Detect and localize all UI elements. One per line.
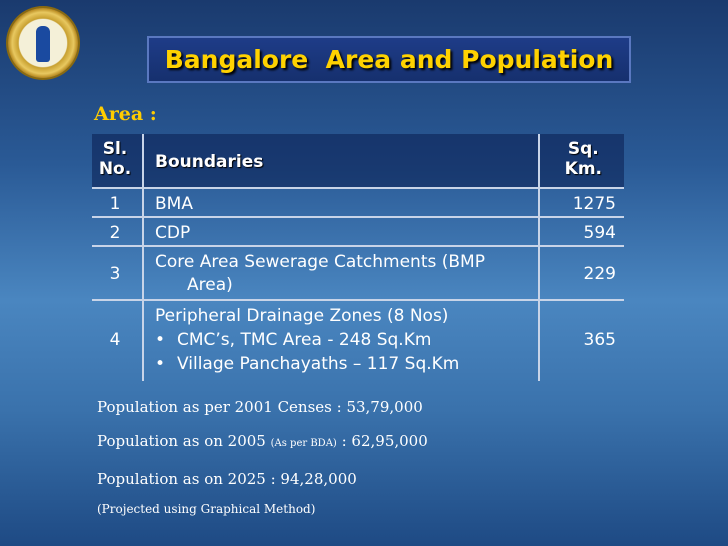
header-sqkm-line2: Km. [564, 159, 602, 179]
row-area: 594 [583, 223, 616, 243]
population-2001: Population as per 2001 Censes : 53,79,00… [97, 398, 423, 416]
column-divider [142, 134, 144, 381]
row-boundary-title: Peripheral Drainage Zones (8 Nos) [155, 306, 449, 326]
column-divider [538, 134, 540, 381]
row-sl: 3 [109, 264, 121, 284]
table-row: 4 Peripheral Drainage Zones (8 Nos) • CM… [92, 301, 624, 381]
table-row: 2 CDP 594 [92, 218, 624, 247]
organization-seal-logo [8, 8, 78, 78]
area-section-label: Area : [94, 103, 157, 125]
projection-note: (Projected using Graphical Method) [97, 502, 316, 516]
header-sl-line1: Sl. [102, 139, 128, 159]
header-sq-km: Sq. Km. [565, 139, 602, 179]
bullet-text: CMC’s, TMC Area - 248 Sq.Km [177, 330, 432, 350]
header-sl-line2: No. [98, 159, 132, 179]
list-item: • CMC’s, TMC Area - 248 Sq.Km [155, 328, 555, 352]
row-boundary: BMA [155, 194, 193, 214]
row-boundary: Peripheral Drainage Zones (8 Nos) • CMC’… [155, 304, 555, 376]
bullet-icon: • [155, 330, 166, 350]
table-row: 3 Core Area Sewerage Catchments (BMP Are… [92, 247, 624, 301]
list-item: • Village Panchayaths – 117 Sq.Km [155, 352, 555, 376]
title-banner: Bangalore Area and Population [147, 36, 631, 83]
population-2005-source: (As per BDA) [270, 438, 337, 449]
population-2005: Population as on 2005 (As per BDA) : 62,… [97, 432, 428, 450]
area-table: Sl. No. Boundaries Sq. Km. 1 BMA 1275 2 … [92, 134, 624, 381]
page-title: Bangalore Area and Population [164, 45, 614, 74]
row-sl: 1 [109, 194, 121, 214]
header-boundaries: Boundaries [155, 152, 264, 172]
row-sl: 4 [109, 330, 121, 350]
population-2005-value: : 62,95,000 [336, 432, 428, 450]
table-header-row: Sl. No. Boundaries Sq. Km. [92, 134, 624, 189]
row-area: 229 [583, 264, 616, 284]
bullet-icon: • [155, 354, 166, 374]
row-area: 365 [583, 330, 616, 350]
seal-figure-icon [36, 26, 50, 62]
bullet-text: Village Panchayaths – 117 Sq.Km [177, 354, 460, 374]
row-sl: 2 [109, 223, 121, 243]
header-sl-no: Sl. No. [92, 139, 138, 179]
table-row: 1 BMA 1275 [92, 189, 624, 218]
row-boundary: CDP [155, 223, 191, 243]
header-sqkm-line1: Sq. [567, 139, 599, 159]
population-2025: Population as on 2025 : 94,28,000 [97, 470, 357, 488]
row-boundary-line2: Area) [187, 275, 233, 295]
population-2005-text: Population as on 2005 [97, 432, 271, 450]
row-boundary-line1: Core Area Sewerage Catchments (BMP [155, 252, 485, 272]
row-boundary: Core Area Sewerage Catchments (BMP Area) [155, 251, 555, 297]
row-area: 1275 [572, 194, 616, 214]
